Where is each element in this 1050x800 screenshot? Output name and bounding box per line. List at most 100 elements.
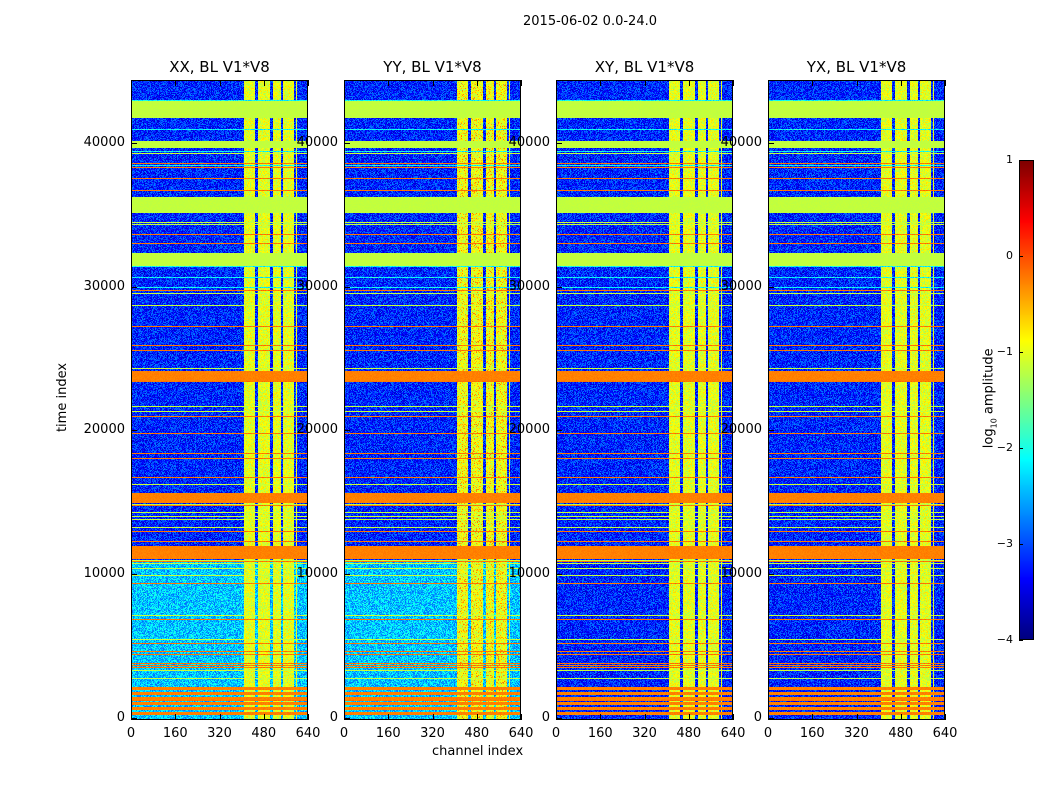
y-tick-mark — [131, 430, 137, 432]
x-tick-mark — [175, 714, 177, 720]
x-tick-label: 160 — [587, 726, 613, 741]
x-tick-mark — [556, 714, 557, 720]
x-tick-mark — [476, 80, 478, 86]
x-tick-label: 480 — [464, 726, 490, 741]
y-tick-label: 40000 — [296, 134, 338, 150]
colorbar-tick-mark — [1019, 640, 1023, 641]
x-tick-mark — [556, 80, 557, 86]
heatmap-panel-2: YY, BL V1*V8 0 10000 20000 30000 40000 0 160 320… — [297, 58, 534, 741]
x-tick-label: 320 — [844, 726, 869, 741]
colorbar-tick-label: −2 — [996, 441, 1013, 454]
y-tick-mark — [344, 430, 350, 432]
x-tick-mark — [644, 714, 646, 720]
x-tick-mark — [945, 80, 946, 86]
x-tick-mark — [600, 80, 602, 86]
x-axis-label: channel index — [432, 744, 524, 759]
x-tick-mark — [856, 714, 858, 720]
x-tick-mark — [476, 714, 478, 720]
y-tick-mark — [556, 574, 562, 576]
x-tick-mark — [521, 80, 522, 86]
y-tick-label: 0 — [116, 710, 125, 725]
x-tick-mark — [219, 714, 221, 720]
colorbar-tick-label: 1 — [1006, 153, 1013, 166]
x-tick-mark — [900, 714, 902, 720]
x-tick-label: 640 — [720, 726, 746, 741]
panel-title: YX, BL V1*V8 — [806, 58, 907, 76]
x-tick-label: 0 — [339, 726, 349, 741]
y-tick-label: 10000 — [83, 566, 125, 582]
colorbar-tick-mark — [1019, 352, 1023, 353]
y-tick-mark — [556, 286, 562, 288]
x-tick-mark — [644, 80, 646, 86]
y-tick-label: 40000 — [508, 134, 550, 150]
figure-title: 2015-06-02 0.0-24.0 — [523, 14, 657, 29]
y-tick-mark — [131, 718, 137, 719]
x-tick-mark — [388, 714, 390, 720]
y-tick-label: 0 — [753, 710, 762, 725]
y-tick-label: 10000 — [720, 566, 762, 582]
y-tick-mark — [344, 286, 350, 288]
heatmap-panel-1: XX, BL V1*V8 0 10000 20000 30000 40000 0 160 320… — [84, 58, 321, 741]
colorbar-tick-label: −1 — [996, 345, 1013, 358]
panel-title: XX, BL V1*V8 — [169, 58, 270, 76]
colorbar-tick-mark — [1019, 544, 1023, 545]
axes-frame — [131, 80, 308, 720]
y-tick-label: 20000 — [720, 422, 762, 438]
x-tick-mark — [521, 714, 522, 720]
heatmap-image — [344, 80, 521, 720]
x-tick-mark — [432, 714, 434, 720]
x-tick-mark — [945, 714, 946, 720]
x-tick-label: 0 — [551, 726, 561, 741]
panel-title: XY, BL V1*V8 — [594, 58, 695, 76]
x-tick-label: 480 — [888, 726, 914, 741]
x-tick-mark — [768, 80, 769, 86]
y-tick-mark — [768, 718, 774, 719]
x-tick-mark — [733, 80, 734, 86]
y-tick-mark — [131, 574, 137, 576]
colorbar-tick-mark — [1019, 256, 1023, 257]
x-tick-mark — [856, 80, 858, 86]
y-tick-label: 0 — [541, 710, 550, 725]
x-tick-mark — [344, 714, 345, 720]
x-tick-mark — [688, 714, 690, 720]
x-tick-label: 320 — [207, 726, 232, 741]
colorbar-tick-label: −4 — [996, 633, 1013, 646]
colorbar-tick-label: 0 — [1006, 249, 1013, 262]
y-tick-mark — [556, 430, 562, 432]
y-tick-mark — [344, 574, 350, 576]
y-tick-label: 10000 — [296, 566, 338, 582]
y-axis-label: time index — [55, 362, 71, 433]
y-tick-label: 30000 — [296, 278, 338, 294]
y-tick-label: 30000 — [508, 278, 550, 294]
x-tick-mark — [812, 714, 814, 720]
x-tick-mark — [263, 714, 265, 720]
y-tick-mark — [344, 142, 350, 144]
x-tick-label: 160 — [162, 726, 188, 741]
y-tick-mark — [768, 286, 774, 288]
x-tick-label: 320 — [632, 726, 657, 741]
y-tick-label: 20000 — [296, 422, 338, 438]
x-tick-mark — [131, 80, 132, 86]
axes-frame — [768, 80, 945, 720]
heatmap-image — [131, 80, 308, 720]
x-tick-label: 160 — [799, 726, 825, 741]
x-tick-mark — [600, 714, 602, 720]
x-tick-label: 480 — [676, 726, 702, 741]
y-tick-mark — [768, 142, 774, 144]
x-tick-mark — [733, 714, 734, 720]
y-tick-mark — [131, 142, 137, 144]
y-tick-label: 0 — [329, 710, 338, 725]
x-tick-label: 160 — [375, 726, 401, 741]
x-tick-mark — [388, 80, 390, 86]
heatmap-image — [768, 80, 945, 720]
y-tick-mark — [131, 286, 137, 288]
x-tick-mark — [900, 80, 902, 86]
x-tick-mark — [263, 80, 265, 86]
colorbar-tick-label: −3 — [996, 537, 1013, 550]
y-tick-label: 30000 — [83, 278, 125, 294]
heatmap-panel-4: YX, BL V1*V8 0 10000 20000 30000 40000 0 160 320… — [721, 58, 958, 741]
x-tick-label: 480 — [251, 726, 277, 741]
x-tick-mark — [432, 80, 434, 86]
x-tick-label: 640 — [295, 726, 321, 741]
